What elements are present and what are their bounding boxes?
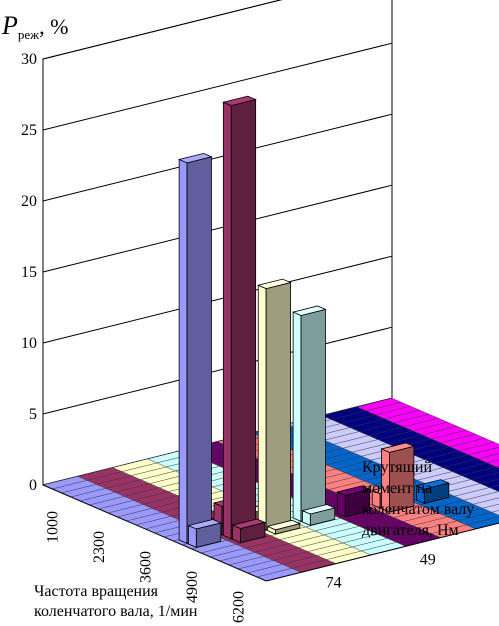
floor-tile	[486, 459, 499, 468]
x-tick-label: 1000	[45, 511, 62, 543]
bar	[256, 278, 292, 531]
floor-tile	[468, 447, 499, 460]
depth-axis-title-line4: двигателя, Нм	[362, 522, 459, 539]
x-tick-label: 4900	[184, 571, 201, 603]
bar	[301, 504, 337, 526]
z-tick-label: 0	[29, 477, 37, 494]
gridline	[42, 113, 393, 202]
bar	[231, 518, 267, 544]
floor-tile	[465, 516, 499, 530]
y-axis-unit: , %	[39, 14, 68, 39]
z-tick-label: 15	[21, 264, 37, 281]
floor-tile	[477, 453, 499, 464]
x-tick-label: 2300	[91, 531, 108, 563]
x-tick-label: 3600	[138, 551, 155, 583]
z-tick-label: 25	[21, 122, 37, 139]
floor-tile	[491, 510, 499, 516]
bar	[187, 519, 223, 549]
bar	[380, 442, 416, 513]
depth-axis-line	[266, 522, 499, 582]
depth-axis-title-line3: коленчатом валу	[362, 501, 474, 518]
gridline	[42, 0, 283, 60]
x-axis-title: Частота вращения коленчатого вала, 1/мин	[34, 583, 198, 620]
x-axis-title-line2: коленчатого вала, 1/мин	[34, 603, 198, 620]
bar	[266, 519, 302, 535]
z-tick-label: 10	[21, 335, 37, 352]
depth-axis-title: Крутящий момент на коленчатом валу двига…	[362, 459, 478, 539]
z-tick-label: 5	[29, 406, 37, 423]
floor-tile	[479, 478, 499, 488]
bar	[291, 305, 327, 522]
floor-tile	[463, 491, 499, 505]
gridline	[42, 42, 393, 131]
bar	[177, 152, 213, 545]
x-axis-line	[42, 484, 267, 582]
floor-tile	[470, 472, 499, 484]
depth-axis-title-line1: Крутящий	[362, 459, 432, 476]
gridline	[42, 326, 393, 415]
y-axis-subscript: реж	[18, 27, 40, 42]
y-axis-title: Pреж, %	[1, 11, 68, 42]
depth-axis-title-line2: момент на	[362, 480, 432, 497]
bar	[336, 485, 371, 518]
floor-tile	[488, 485, 499, 492]
floor-tile	[481, 503, 499, 513]
x-tick-label: 6200	[231, 591, 248, 623]
floor-tile	[495, 466, 499, 469]
floor-tile	[461, 466, 499, 480]
x-axis-title-line1: Частота вращения	[34, 583, 159, 600]
bar	[415, 479, 451, 504]
chart-bars	[177, 95, 451, 549]
z-tick-label: 30	[21, 51, 37, 68]
gridline	[42, 184, 393, 273]
depth-tick-label: 74	[326, 575, 342, 592]
floor-tile	[458, 441, 499, 456]
chart-ticks: 051015202530100023003600490062000244974	[21, 51, 499, 623]
gridline	[42, 255, 393, 344]
bar	[222, 95, 257, 540]
depth-tick-label: 49	[420, 551, 436, 568]
z-tick-label: 20	[21, 193, 37, 210]
y-axis-symbol: P	[1, 11, 18, 40]
floor-tile	[456, 512, 499, 526]
